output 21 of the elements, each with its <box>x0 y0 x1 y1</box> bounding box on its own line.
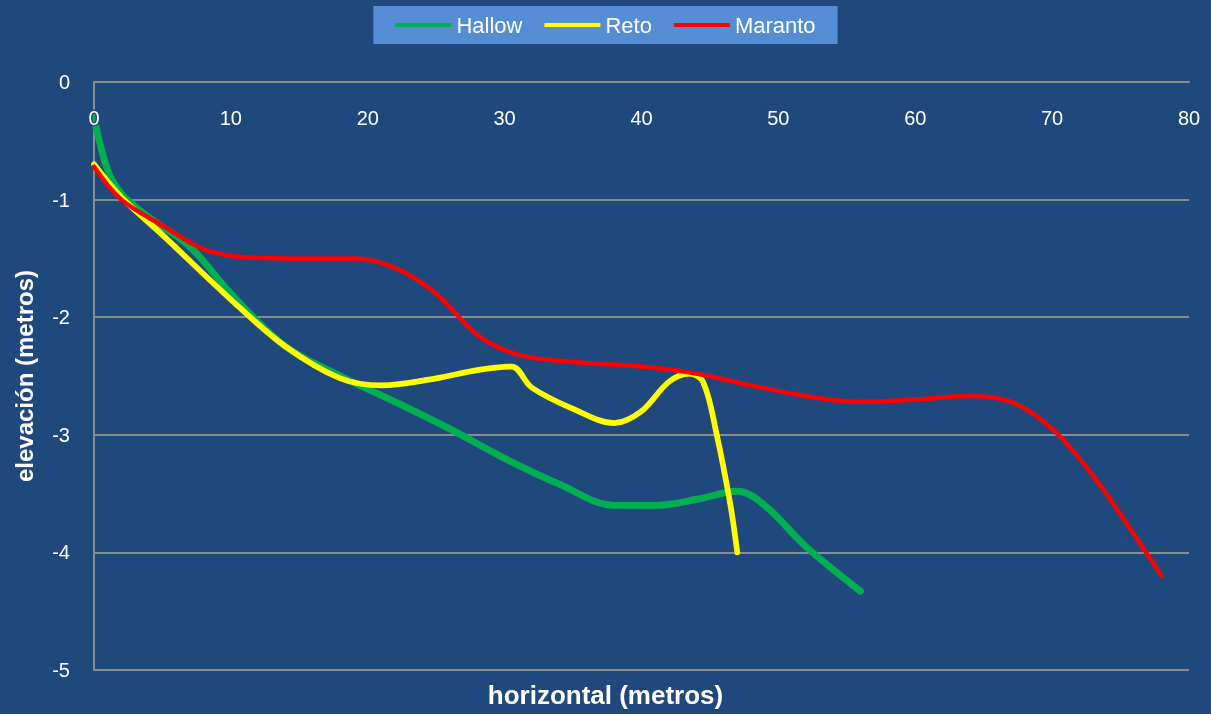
x-axis-title: horizontal (metros) <box>487 680 724 710</box>
y-tick-label: -4 <box>52 541 70 564</box>
x-tick-label: 80 <box>1177 107 1201 129</box>
x-tick-label: 10 <box>219 107 242 129</box>
x-tick-label: 20 <box>356 107 379 129</box>
x-tick-label: 0 <box>88 107 100 129</box>
x-tick-label: 30 <box>493 107 516 129</box>
y-tick-label: -5 <box>52 659 70 681</box>
y-tick-label: 0 <box>58 71 70 93</box>
y-tick-label: -1 <box>52 188 70 211</box>
y-axis-title: elevación (metros) <box>10 269 38 483</box>
y-tick-label: -2 <box>52 306 70 329</box>
legend-label: Maranto <box>734 12 816 38</box>
x-tick-label: 70 <box>1041 107 1064 129</box>
legend-label: Reto <box>605 12 652 38</box>
x-tick-label: 40 <box>630 107 653 129</box>
x-tick-label: 60 <box>904 107 927 129</box>
legend-label: Hallow <box>456 12 523 38</box>
x-tick-label: 50 <box>767 107 790 129</box>
y-tick-label: -3 <box>52 423 70 446</box>
line-series <box>91 164 1164 579</box>
